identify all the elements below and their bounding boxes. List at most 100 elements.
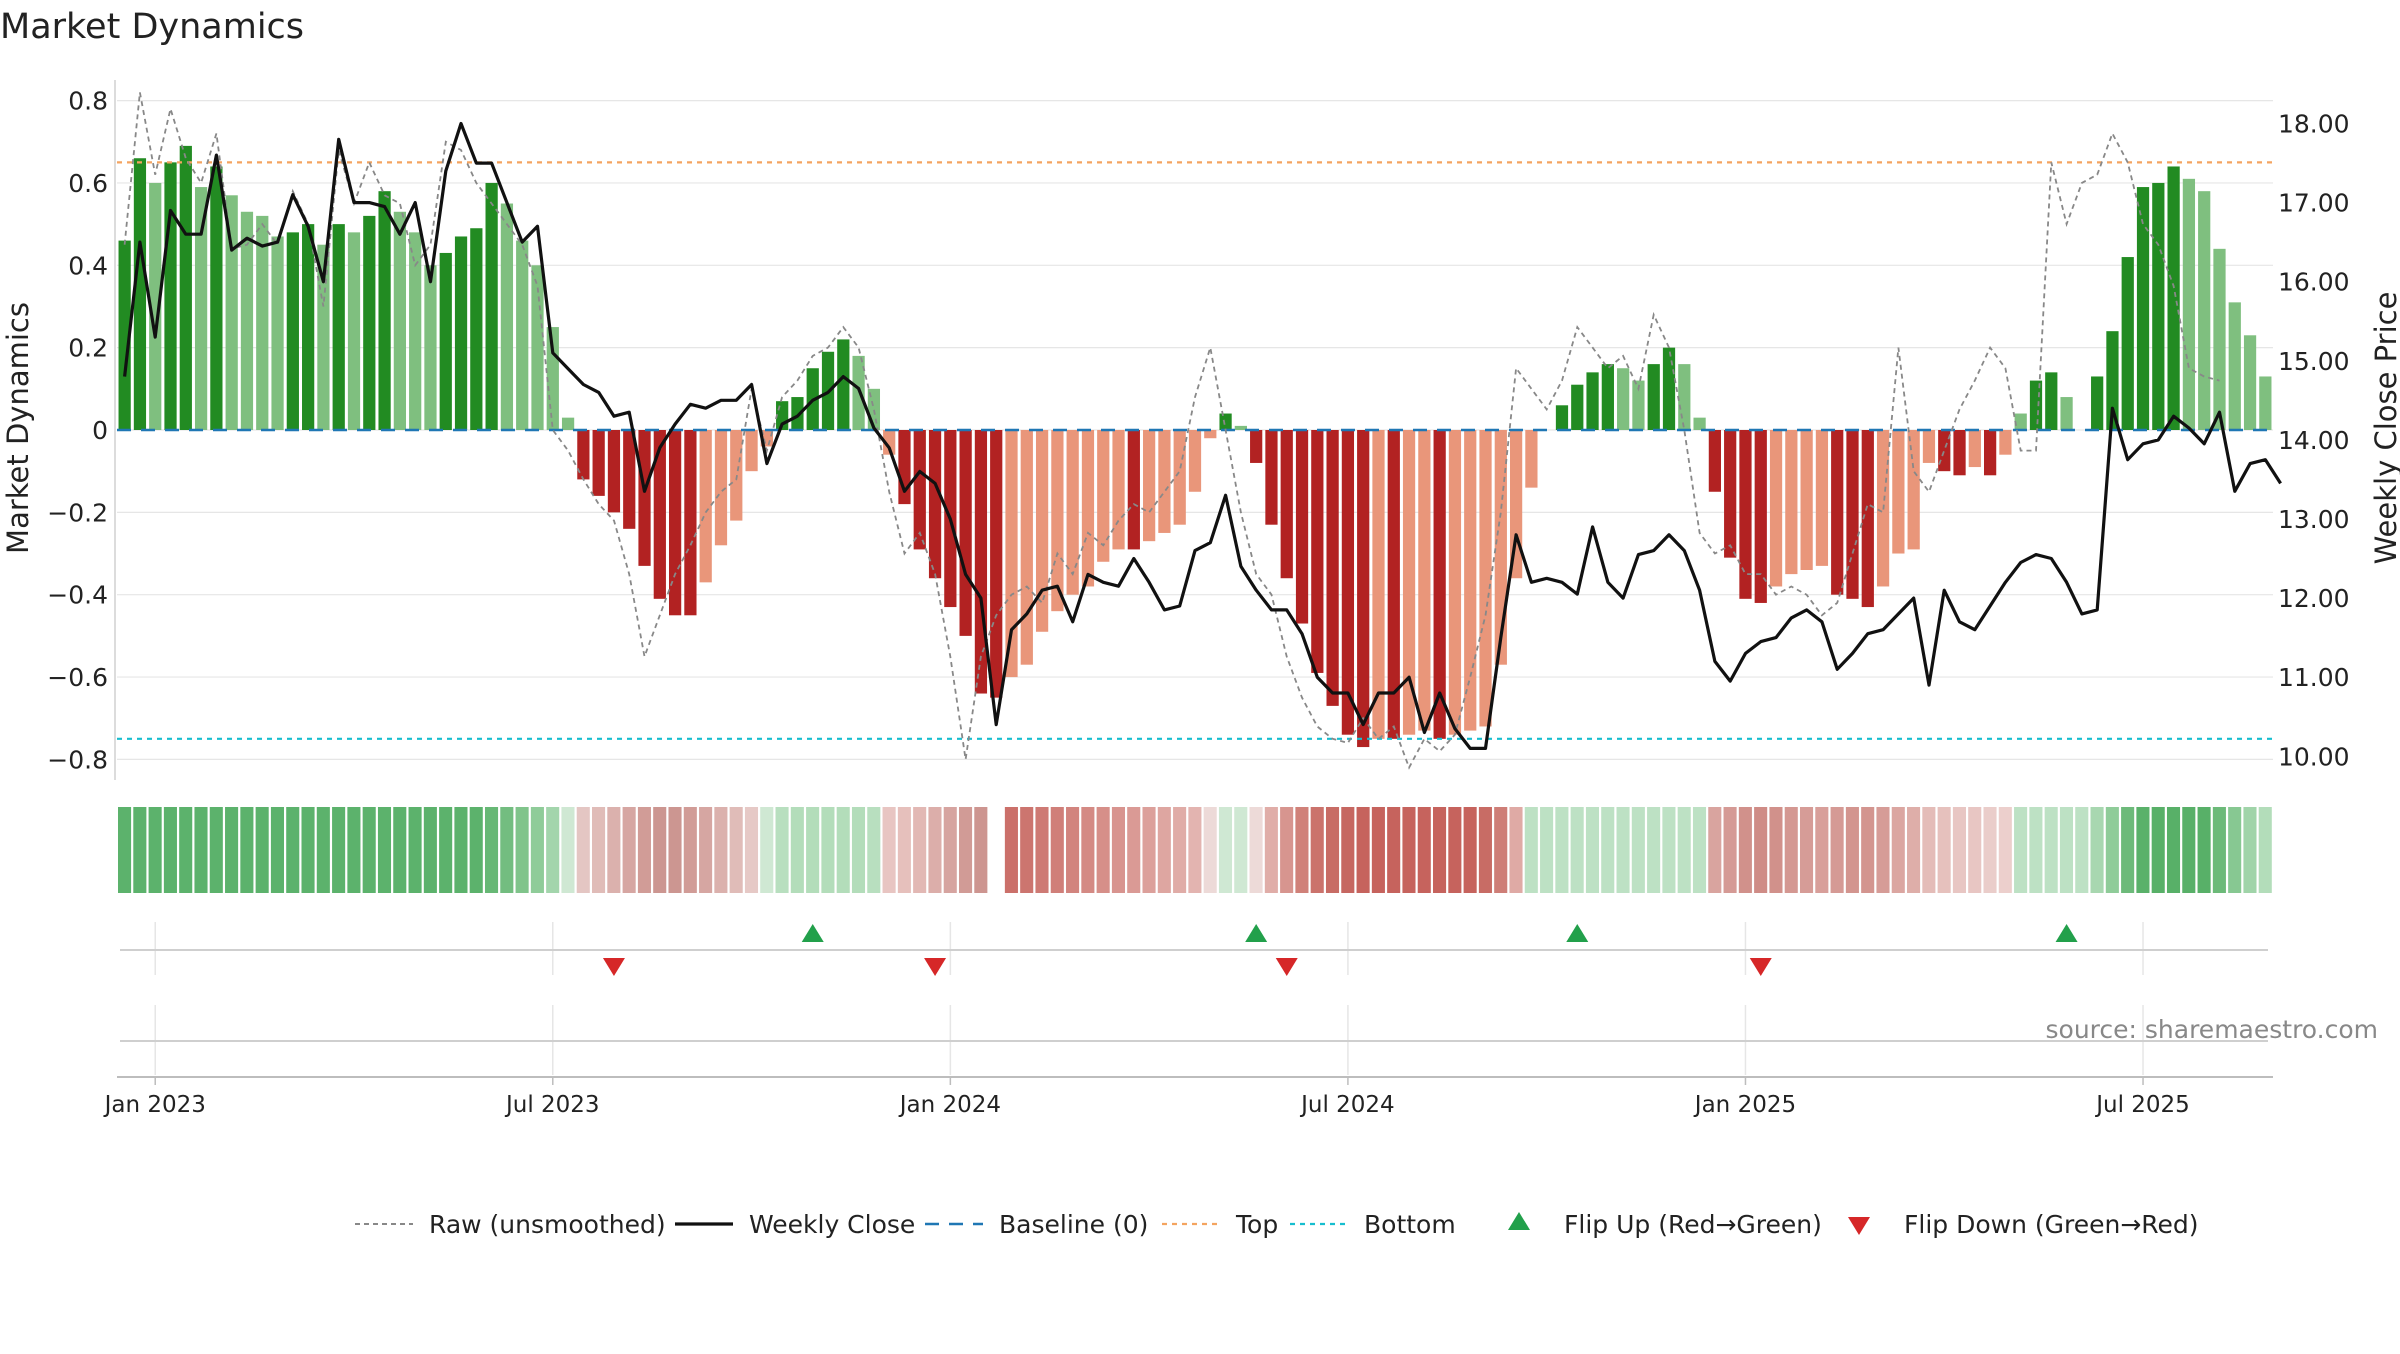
- flip-down-marker: [1275, 958, 1298, 976]
- market-dynamics-bar: [179, 145, 192, 430]
- regime-strip-cell: [1081, 807, 1095, 893]
- regime-strip-cell: [1249, 807, 1263, 893]
- regime-strip-cell: [1173, 807, 1187, 893]
- market-dynamics-bar: [1892, 430, 1905, 554]
- regime-strip-cell: [1861, 807, 1875, 893]
- flip-up-marker: [801, 924, 824, 942]
- regime-strip-cell: [2151, 807, 2165, 893]
- market-dynamics-bar: [1861, 430, 1874, 608]
- regime-strip-cell: [851, 807, 866, 893]
- regime-strip-cell: [958, 807, 973, 893]
- y2-tick-label: 14.00: [2278, 426, 2350, 455]
- y2-tick-label: 16.00: [2278, 268, 2350, 297]
- regime-strip-cell: [576, 807, 590, 893]
- source-note: source: sharemaestro.com: [2046, 1015, 2379, 1044]
- market-dynamics-bar: [271, 236, 284, 430]
- y-tick-label: −0.4: [47, 581, 108, 610]
- market-dynamics-bar: [2198, 191, 2211, 430]
- regime-strip-cell: [316, 807, 330, 893]
- market-dynamics-bar: [1938, 430, 1951, 472]
- market-dynamics-bar: [1387, 430, 1400, 739]
- market-dynamics-bar: [1188, 430, 1202, 492]
- regime-strip-cell: [2090, 807, 2104, 893]
- regime-strip-cell: [913, 807, 927, 893]
- market-dynamics-bar: [561, 417, 575, 430]
- y-tick-label: 0: [92, 416, 108, 445]
- regime-strip-cell: [744, 807, 759, 893]
- market-dynamics-bar: [1372, 430, 1385, 739]
- y2-tick-label: 11.00: [2278, 663, 2350, 692]
- regime-strip-cell: [1662, 807, 1676, 893]
- regime-strip-cell: [2197, 807, 2211, 893]
- regime-strip-cell: [1968, 807, 1982, 893]
- y2-tick-label: 12.00: [2278, 584, 2350, 613]
- regime-strip-cell: [1524, 807, 1538, 893]
- x-tick-label: Jul 2025: [2094, 1092, 2190, 1118]
- market-dynamics-bar: [1433, 430, 1446, 739]
- market-dynamics-bar: [363, 215, 376, 430]
- regime-strip-cell: [1218, 807, 1233, 893]
- regime-strip-cell: [637, 807, 651, 893]
- regime-strip-cell: [943, 807, 957, 893]
- market-dynamics-bar: [1081, 430, 1095, 587]
- regime-strip-cell: [607, 807, 621, 893]
- market-dynamics-bar: [2228, 302, 2241, 430]
- regime-strip-cell: [928, 807, 942, 893]
- x-tick-label: Jan 2024: [898, 1092, 1001, 1118]
- market-dynamics-bar: [668, 430, 682, 616]
- market-dynamics-bar: [2152, 182, 2165, 430]
- regime-strip-cell: [836, 807, 850, 893]
- market-dynamics-bar: [1586, 372, 1599, 430]
- legend: Raw (unsmoothed) Weekly Close Baseline (0)…: [355, 1210, 2199, 1239]
- legend-item-raw: Raw (unsmoothed): [355, 1210, 666, 1239]
- legend-item-flip-up: Flip Up (Red→Green): [1508, 1210, 1822, 1239]
- regime-strip-cell: [332, 807, 346, 893]
- market-dynamics-bar: [1173, 430, 1186, 525]
- market-dynamics-bar: [1800, 430, 1813, 570]
- market-dynamics-bar: [1127, 430, 1140, 550]
- flip-down-marker: [924, 958, 947, 976]
- market-dynamics-bar: [1953, 430, 1966, 476]
- x-tick-label: Jan 2023: [103, 1092, 206, 1118]
- regime-strip-cell: [1433, 807, 1447, 893]
- market-dynamics-bar: [1769, 430, 1783, 587]
- regime-strip-cell: [347, 807, 361, 893]
- market-dynamics-bar: [1831, 430, 1844, 595]
- market-dynamics-bar: [332, 224, 345, 430]
- regime-strip-cell: [1830, 807, 1844, 893]
- regime-strip-cell: [1264, 807, 1278, 893]
- y-tick-label: −0.8: [47, 745, 108, 774]
- market-dynamics-bar: [1739, 430, 1752, 599]
- market-dynamics-bar: [1066, 430, 1079, 595]
- flip-down-marker: [602, 958, 625, 976]
- regime-strip-cell: [1616, 807, 1630, 893]
- legend-label: Flip Up (Red→Green): [1564, 1210, 1822, 1239]
- market-dynamics-bar: [2106, 331, 2119, 430]
- regime-strip-cell: [1004, 807, 1018, 893]
- y-tick-label: 0.6: [68, 169, 108, 198]
- regime-strip-cell: [1448, 807, 1462, 893]
- market-dynamics-bar: [1999, 430, 2012, 455]
- regime-strip-cell: [163, 807, 177, 893]
- y2-tick-label: 15.00: [2278, 347, 2350, 376]
- market-dynamics-bar: [2167, 166, 2180, 430]
- regime-strip-cell: [1371, 807, 1385, 893]
- regime-strip-cell: [1937, 807, 1951, 893]
- regime-strip-cell: [515, 807, 529, 893]
- regime-strip-cell: [1540, 807, 1554, 893]
- market-dynamics-bar: [1662, 347, 1676, 430]
- regime-strip-cell: [1020, 807, 1034, 893]
- market-dynamics-bar: [1250, 430, 1263, 463]
- market-dynamics-bar: [2029, 380, 2043, 430]
- regime-strip-cell: [148, 807, 162, 893]
- market-dynamics-bar: [1464, 430, 1477, 731]
- regime-strip-cell: [2014, 807, 2028, 893]
- regime-strip-cell: [2121, 807, 2135, 893]
- market-dynamics-bar: [1418, 430, 1431, 731]
- regime-strip-cell: [714, 807, 728, 893]
- legend-label: Flip Down (Green→Red): [1904, 1210, 2199, 1239]
- market-dynamics-bar: [852, 355, 865, 430]
- regime-strip-cell: [1692, 807, 1707, 893]
- market-dynamics-bar: [2014, 413, 2027, 430]
